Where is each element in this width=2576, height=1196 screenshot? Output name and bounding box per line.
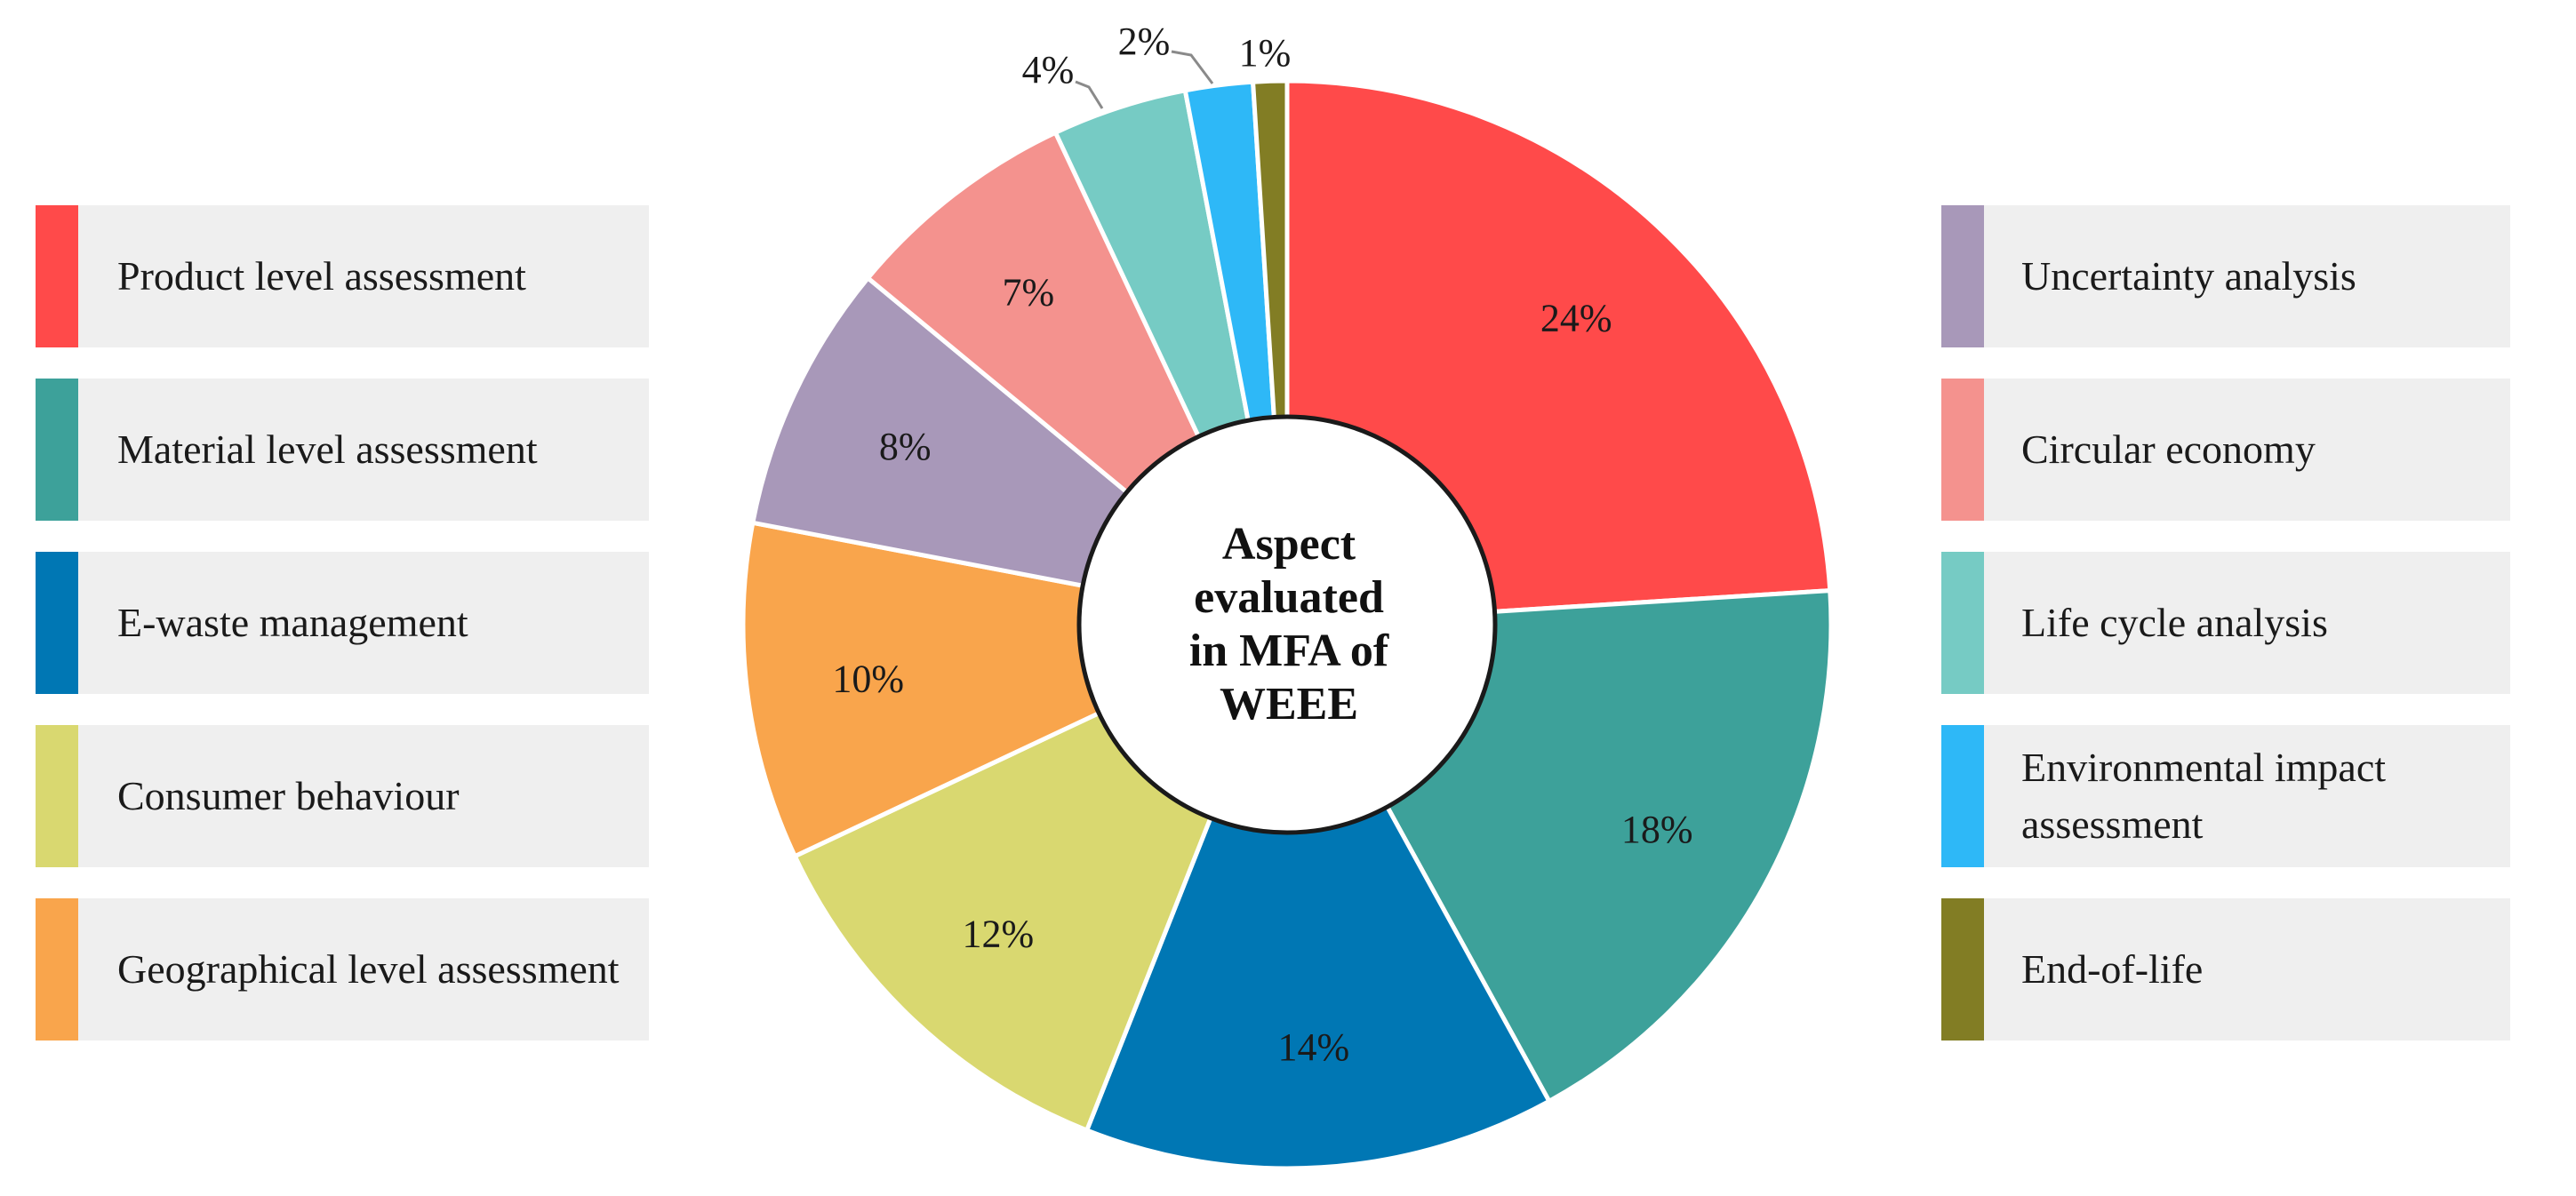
legend-left: Product level assessment Material level … — [36, 205, 649, 1072]
legend-swatch — [1941, 205, 1984, 347]
legend-swatch — [1941, 898, 1984, 1041]
slice-data-label: 12% — [963, 912, 1035, 955]
slice-data-label: 1% — [1239, 31, 1292, 75]
slice-data-label: 7% — [1003, 271, 1055, 315]
legend-swatch — [36, 898, 78, 1041]
legend-swatch — [1941, 379, 1984, 521]
slice-data-label: 4% — [1022, 48, 1075, 92]
legend-label: Life cycle analysis — [2021, 600, 2328, 645]
center-hole — [1076, 414, 1498, 835]
legend-item-uncertainty: Uncertainty analysis — [1941, 205, 2510, 347]
chart-title-text: Aspect evaluated in MFA of WEEE — [1188, 519, 1389, 730]
legend-item-material-level: Material level assessment — [36, 379, 649, 521]
legend-item-environmental-impact: Environmental impact assessment — [1941, 725, 2510, 867]
legend-label: Geographical level assessment — [117, 946, 620, 992]
label-leader-line — [1075, 80, 1104, 109]
legend-label: Consumer behaviour — [117, 773, 460, 818]
slice-data-label: 2% — [1118, 20, 1171, 63]
legend-swatch — [36, 379, 78, 521]
slice-data-label: 24% — [1540, 297, 1612, 340]
legend-item-e-waste: E-waste management — [36, 552, 649, 694]
legend-item-circular-economy: Circular economy — [1941, 379, 2510, 521]
legend-item-end-of-life: End-of-life — [1941, 898, 2510, 1041]
slice-data-label: 8% — [879, 425, 932, 468]
legend-right: Uncertainty analysis Circular economy Li… — [1941, 205, 2510, 1072]
legend-label: End-of-life — [2021, 946, 2204, 992]
legend-item-consumer-behaviour: Consumer behaviour — [36, 725, 649, 867]
legend-item-geographical: Geographical level assessment — [36, 898, 649, 1041]
pie-slice — [1084, 622, 1552, 1171]
legend-swatch — [1941, 725, 1984, 867]
slice-data-label: 14% — [1277, 1025, 1349, 1069]
legend-swatch — [36, 205, 78, 347]
legend-swatch — [36, 725, 78, 867]
legend-label: Uncertainty analysis — [2021, 253, 2356, 299]
legend-label: Circular economy — [2021, 427, 2316, 472]
legend-item-product-level: Product level assessment — [36, 205, 649, 347]
legend-item-life-cycle: Life cycle analysis — [1941, 552, 2510, 694]
legend-label: E-waste management — [117, 600, 468, 645]
legend-swatch — [36, 552, 78, 694]
legend-label: Material level assessment — [117, 427, 538, 472]
chart-title: Aspect evaluated in MFA of WEEE — [1093, 491, 1484, 758]
label-leader-line — [1171, 50, 1214, 84]
legend-label: Environmental impact assessment — [2021, 745, 2387, 847]
legend-label: Product level assessment — [117, 253, 526, 299]
legend-swatch — [1941, 552, 1984, 694]
slice-data-label: 18% — [1621, 808, 1693, 851]
slice-data-label: 10% — [832, 658, 904, 701]
